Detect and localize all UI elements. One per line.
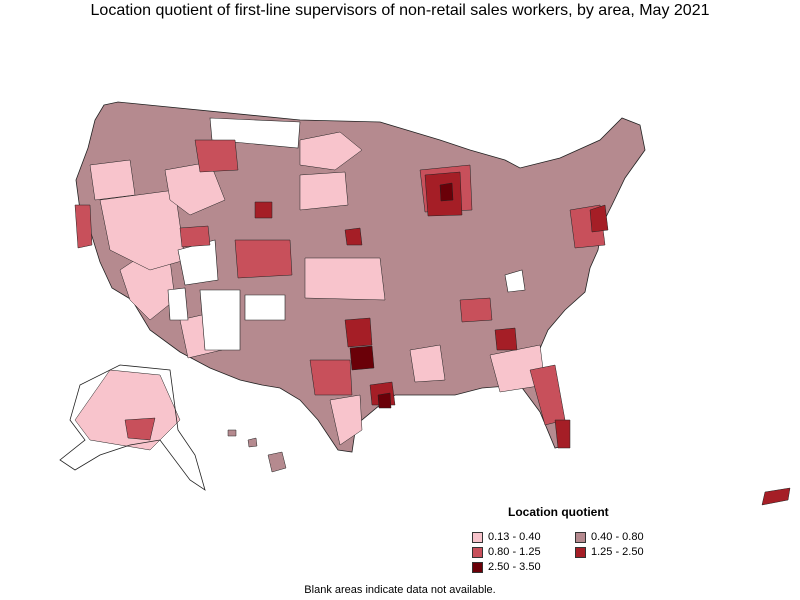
alaska <box>59 364 206 491</box>
legend-label: 0.13 - 0.40 <box>488 531 541 543</box>
legend-swatch <box>472 561 483 573</box>
highest-lq-areas <box>349 182 454 409</box>
legend-item-mid: 0.80 - 1.25 <box>472 546 541 558</box>
legend-item-mid-low: 0.40 - 0.80 <box>575 531 644 543</box>
legend-swatch <box>472 531 483 543</box>
legend-label: 1.25 - 2.50 <box>591 546 644 558</box>
legend-item-low: 0.13 - 0.40 <box>472 531 541 543</box>
high-lq-areas <box>254 171 791 506</box>
map-title: Location quotient of first-line supervis… <box>90 2 710 19</box>
hawaii <box>227 429 287 473</box>
legend-swatch <box>472 546 483 558</box>
legend-label: 2.50 - 3.50 <box>488 561 541 573</box>
legend-swatch <box>575 531 586 543</box>
legend-title: Location quotient <box>508 505 609 519</box>
legend-item-high: 1.25 - 2.50 <box>575 546 644 558</box>
low-lq-areas <box>74 131 546 451</box>
legend-label: 0.40 - 0.80 <box>591 531 644 543</box>
legend-item-highest: 2.50 - 3.50 <box>472 561 541 573</box>
footnote: Blank areas indicate data not available. <box>304 584 496 596</box>
legend-label: 0.80 - 1.25 <box>488 546 541 558</box>
legend-swatch <box>575 546 586 558</box>
